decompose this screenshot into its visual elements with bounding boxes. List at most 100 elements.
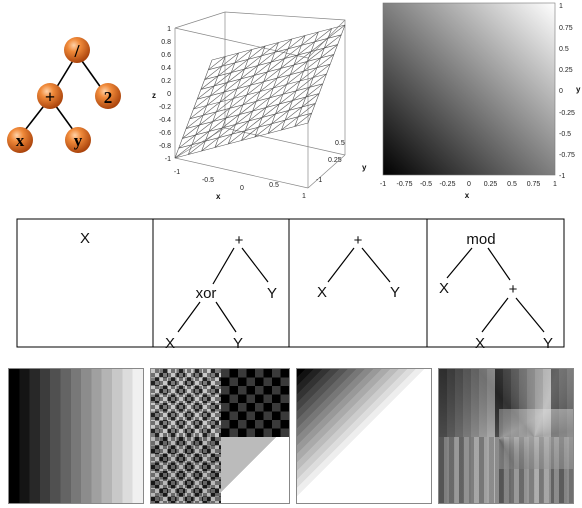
gradient-plot: 1 0.75 0.5 0.25 0 -0.25 -0.5 -0.75 -1 y …	[380, 2, 581, 200]
result-image-x	[8, 368, 144, 504]
mesh-diagonal	[301, 31, 319, 46]
tree-label: +	[509, 281, 518, 298]
gradient-y-label: y	[576, 85, 581, 94]
mesh-diagonal	[223, 78, 241, 93]
mesh-diagonal	[294, 112, 312, 127]
tree-node-y: y	[65, 127, 91, 153]
tree-label: xor	[196, 285, 217, 302]
x-tick: 0	[240, 185, 244, 192]
mesh-diagonal	[313, 63, 331, 78]
mesh-diagonal	[284, 106, 303, 121]
bottom-tick: 0.5	[507, 181, 517, 188]
mesh-diagonal	[246, 81, 264, 96]
mesh-diagonal	[214, 133, 233, 148]
mesh-diagonal	[218, 124, 236, 138]
mesh-diagonal	[214, 72, 232, 87]
z-tick: 1	[167, 26, 171, 33]
expression-panels: X + xor Y X Y + X Y mod X + X Y	[16, 218, 565, 350]
mesh-diagonal	[225, 104, 244, 119]
mesh-diagonal	[305, 83, 323, 98]
mesh-diagonal	[281, 116, 299, 131]
mesh-diagonal	[200, 75, 219, 90]
mesh-diagonal	[262, 103, 280, 118]
mesh-diagonal	[216, 98, 234, 113]
surface-mesh	[174, 24, 346, 159]
tree-label: Y	[543, 335, 553, 350]
y-tick: 0.5	[335, 140, 345, 147]
z-tick: 0.4	[161, 65, 171, 72]
result-image-mod	[438, 368, 574, 504]
mesh-diagonal	[208, 56, 226, 71]
mesh-diagonal	[174, 144, 193, 159]
right-tick: -1	[559, 173, 565, 180]
mesh-diagonal	[269, 84, 287, 99]
expression-tree: / + 2 x y	[7, 37, 121, 153]
svg-text:x: x	[16, 131, 25, 150]
mesh-diagonal	[235, 110, 253, 125]
mesh-diagonal	[286, 70, 304, 85]
mesh-diagonal	[231, 59, 249, 73]
mesh-diagonal	[252, 97, 270, 112]
bottom-tick: 0.25	[484, 181, 498, 188]
x-tick: 1	[302, 193, 306, 200]
mesh-diagonal	[199, 111, 217, 126]
mesh-diagonal	[299, 67, 318, 82]
mesh-diagonal	[273, 74, 291, 89]
mesh-diagonal	[241, 126, 259, 141]
bottom-tick: 0	[467, 181, 471, 188]
mesh-diagonal	[267, 58, 285, 73]
bottom-tick: -0.25	[440, 181, 456, 188]
tree-label: X	[317, 284, 327, 301]
mesh-diagonal	[259, 77, 278, 92]
mesh-diagonal	[271, 110, 289, 124]
mesh-diagonal	[276, 64, 295, 79]
mesh-diagonal	[316, 54, 335, 68]
y-tick: 0.25	[328, 157, 342, 164]
tree-label: Y	[267, 285, 277, 302]
mesh-diagonal	[280, 54, 298, 69]
mesh-diagonal	[206, 91, 224, 106]
z-tick: -0.6	[159, 130, 171, 137]
right-tick: -0.75	[559, 152, 575, 159]
y-axis-label: y	[362, 163, 367, 172]
mesh-diagonal	[290, 61, 308, 75]
mesh-diagonal	[327, 24, 346, 39]
mesh-diagonal	[227, 68, 245, 83]
right-tick: 0.25	[559, 67, 573, 74]
tree-label: +	[235, 232, 244, 249]
tree-label: mod	[466, 231, 495, 248]
mesh-diagonal	[240, 65, 258, 80]
mesh-diagonal	[222, 114, 240, 129]
mesh-diagonal	[324, 34, 342, 49]
surface-plot: 1 0.8 0.6 0.4 0.2 0 -0.2 -0.4 -0.6 -0.8 …	[152, 11, 367, 200]
mesh-diagonal	[314, 28, 332, 43]
tree-node-plus: +	[37, 83, 63, 109]
mesh-diagonal	[178, 134, 196, 149]
x-tick: -0.5	[202, 177, 214, 184]
mesh-diagonal	[193, 95, 211, 110]
mesh-diagonal	[239, 101, 257, 115]
mesh-diagonal	[270, 48, 289, 63]
z-tick: 0.2	[161, 78, 171, 85]
mesh-diagonal	[307, 47, 325, 62]
z-axis-label: z	[152, 91, 156, 100]
tree-label: Y	[390, 284, 400, 301]
mesh-diagonal	[204, 66, 222, 80]
mesh-diagonal	[261, 42, 279, 57]
z-tick: -0.2	[159, 104, 171, 111]
mesh-diagonal	[191, 131, 210, 145]
svg-text:2: 2	[104, 88, 113, 107]
mesh-diagonal	[297, 41, 315, 56]
mesh-diagonal	[253, 61, 272, 76]
tree-label: X	[475, 335, 485, 350]
mesh-diagonal	[258, 113, 276, 128]
mesh-diagonal	[282, 80, 301, 95]
panels-frame	[16, 218, 565, 348]
z-tick: 0.6	[161, 52, 171, 59]
mesh-diagonal	[231, 120, 250, 135]
svg-text:+: +	[45, 87, 55, 107]
y-axis-ticks: 0.5 0.25 -1	[316, 140, 345, 184]
mesh-diagonal	[310, 38, 329, 52]
mesh-diagonal	[195, 121, 213, 136]
mesh-diagonal	[309, 73, 327, 88]
